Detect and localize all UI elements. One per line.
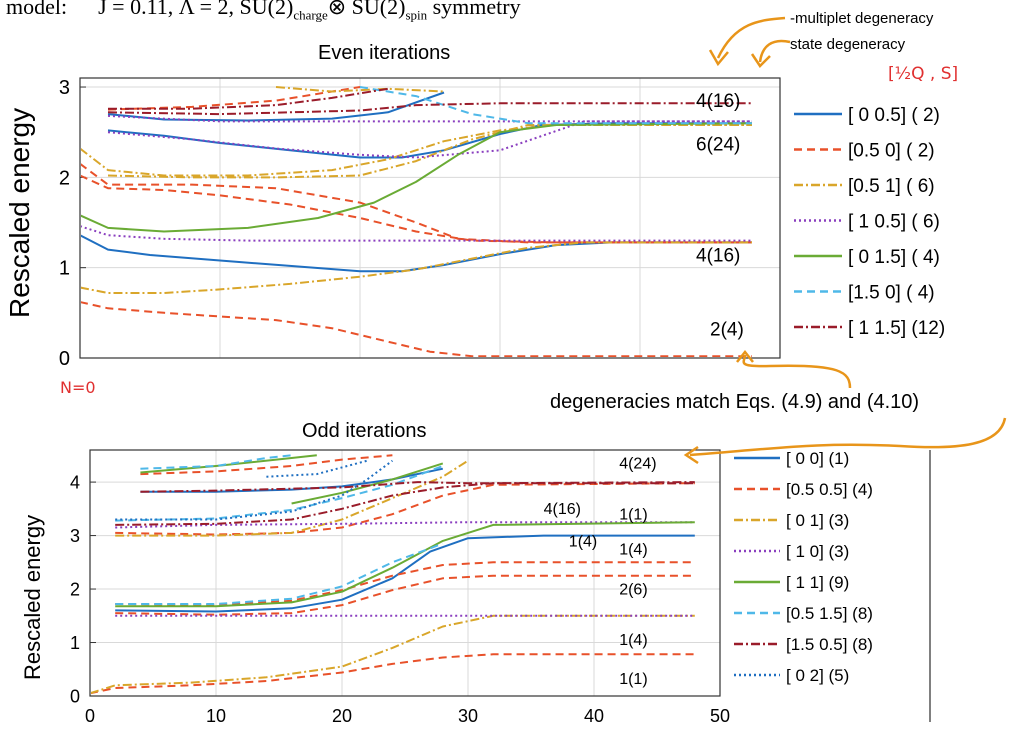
odd-legend: [ 0 0] (1) [0.5 0.5] (4) [ 0 1] (3) [ 1 0] … xyxy=(732,448,942,713)
even-title: Even iterations xyxy=(318,42,451,64)
series-group xyxy=(91,454,695,695)
odd-legend-svg: [ 0 0] (1) [0.5 0.5] (4) [ 0 1] (3) [ 1 0] … xyxy=(734,449,873,685)
legend-label-2: [ 0 1] (3) xyxy=(786,511,849,530)
x-tick-label: 20 xyxy=(332,706,352,726)
even-legend: [ 0 0.5] ( 2) [0.5 0] ( 2) [0.5 1] ( 6) [ 1… xyxy=(792,104,1029,369)
caption-charge-sub: charge xyxy=(293,7,328,23)
level-label: 4(24) xyxy=(619,456,656,473)
legend-label-0: [ 0 0.5] ( 2) xyxy=(848,105,940,126)
legend-label-6: [1.5 0.5] (8) xyxy=(786,635,873,654)
model-caption: model: J = 0.11, Λ = 2, SU(2)charge⊗ SU(… xyxy=(6,0,521,23)
level-label: 1(1) xyxy=(619,671,647,688)
series-line-1 xyxy=(115,561,695,607)
series-line-2 xyxy=(107,124,752,179)
legend-label-5: [1.5 0] ( 4) xyxy=(848,282,935,303)
series-line-1 xyxy=(81,301,752,357)
legend-label-1: [0.5 0.5] (4) xyxy=(786,480,873,499)
series-group xyxy=(81,86,753,357)
annotation-state: state degeneracy xyxy=(790,36,906,53)
series-line-3 xyxy=(107,120,752,159)
legend-label-6: [ 1 1.5] (12) xyxy=(848,318,945,339)
y-tick-label: 0 xyxy=(59,348,70,370)
legend-label-1: [0.5 0] ( 2) xyxy=(848,140,935,161)
even-legend-svg: [ 0 0.5] ( 2) [0.5 0] ( 2) [0.5 1] ( 6) [ 1… xyxy=(794,105,945,339)
series-line-2 xyxy=(91,614,695,695)
plot-frame xyxy=(89,449,721,697)
y-tick-label: 1 xyxy=(70,633,80,653)
series-line-6 xyxy=(108,87,389,110)
series-line-3 xyxy=(107,114,752,123)
series-line-5 xyxy=(115,542,444,605)
level-label: 1(4) xyxy=(619,632,647,649)
y-tick-label: 3 xyxy=(59,77,70,99)
caption-suffix: symmetry xyxy=(427,0,521,19)
x-tick-label: 40 xyxy=(584,706,604,726)
annotation-multiplet: -multiplet degeneracy xyxy=(790,10,934,27)
handwritten-qs: [½Q , S] xyxy=(888,64,959,84)
arrow-state xyxy=(750,39,791,68)
series-line-5 xyxy=(115,465,444,522)
series-line-2 xyxy=(275,86,445,93)
legend-label-3: [ 1 0] (3) xyxy=(786,542,849,561)
y-tick-label: 2 xyxy=(70,579,80,599)
legend-label-5: [0.5 1.5] (8) xyxy=(786,604,873,623)
handwritten-n0: N=0 xyxy=(60,378,96,397)
legend-label-0: [ 0 0] (1) xyxy=(786,449,849,468)
series-line-1 xyxy=(115,482,695,536)
arrow-even-group xyxy=(736,349,852,389)
x-tick-label: 10 xyxy=(206,706,226,726)
caption-times: ⊗ SU(2) xyxy=(327,0,406,19)
series-line-7 xyxy=(266,459,368,478)
series-line-6 xyxy=(140,481,695,493)
caption-formula: J = 0.11, Λ = 2, SU(2) xyxy=(98,0,294,19)
series-line-3 xyxy=(81,225,752,242)
odd-title: Odd iterations xyxy=(302,420,427,442)
level-label: 4(16) xyxy=(696,91,740,112)
even-chart: 0 1 2 3 4(16) 6(24) 4(16) 2(4) xyxy=(59,77,781,370)
level-label: 4(16) xyxy=(544,501,581,518)
series-line-4 xyxy=(115,521,695,608)
series-line-3 xyxy=(115,521,695,529)
y-tick-label: 3 xyxy=(70,526,80,546)
x-tick-label: 0 xyxy=(85,706,95,726)
level-label: 1(4) xyxy=(569,533,597,550)
series-line-1 xyxy=(91,653,695,695)
level-label: 2(6) xyxy=(619,581,647,598)
series-line-0 xyxy=(115,534,695,613)
level-label: 6(24) xyxy=(696,134,740,155)
caption-prefix: model: xyxy=(6,0,68,19)
annotation-match: degeneracies match Eqs. (4.9) and (4.10) xyxy=(550,391,920,413)
series-line-1 xyxy=(81,163,752,244)
caption-spin-sub: spin xyxy=(405,7,428,23)
legend-label-3: [ 1 0.5] ( 6) xyxy=(848,211,940,232)
arrow-odd-group xyxy=(683,417,1007,465)
series-line-2 xyxy=(115,459,469,537)
x-tick-label: 50 xyxy=(710,706,730,726)
series-line-1 xyxy=(115,574,695,616)
legend-label-2: [0.5 1] ( 6) xyxy=(848,176,935,197)
series-line-4 xyxy=(81,122,753,233)
series-line-1 xyxy=(81,174,752,244)
y-tick-label: 0 xyxy=(70,686,80,706)
level-label: 1(1) xyxy=(619,507,647,524)
level-label: 1(4) xyxy=(619,541,647,558)
y-tick-label: 4 xyxy=(70,472,80,492)
level-label: 4(16) xyxy=(696,245,740,266)
level-label: 2(4) xyxy=(710,319,744,340)
legend-label-7: [ 0 2] (5) xyxy=(786,666,849,685)
y-tick-label: 1 xyxy=(59,258,70,280)
legend-label-4: [ 0 1.5] ( 4) xyxy=(848,247,940,268)
arrow-multiplet xyxy=(708,16,786,67)
series-line-6 xyxy=(107,102,752,116)
y-tick-label: 2 xyxy=(59,167,70,189)
plot-frame xyxy=(79,77,781,359)
x-tick-label: 30 xyxy=(458,706,478,726)
legend-label-4: [ 1 1] (9) xyxy=(786,573,849,592)
series-line-4 xyxy=(140,454,317,474)
